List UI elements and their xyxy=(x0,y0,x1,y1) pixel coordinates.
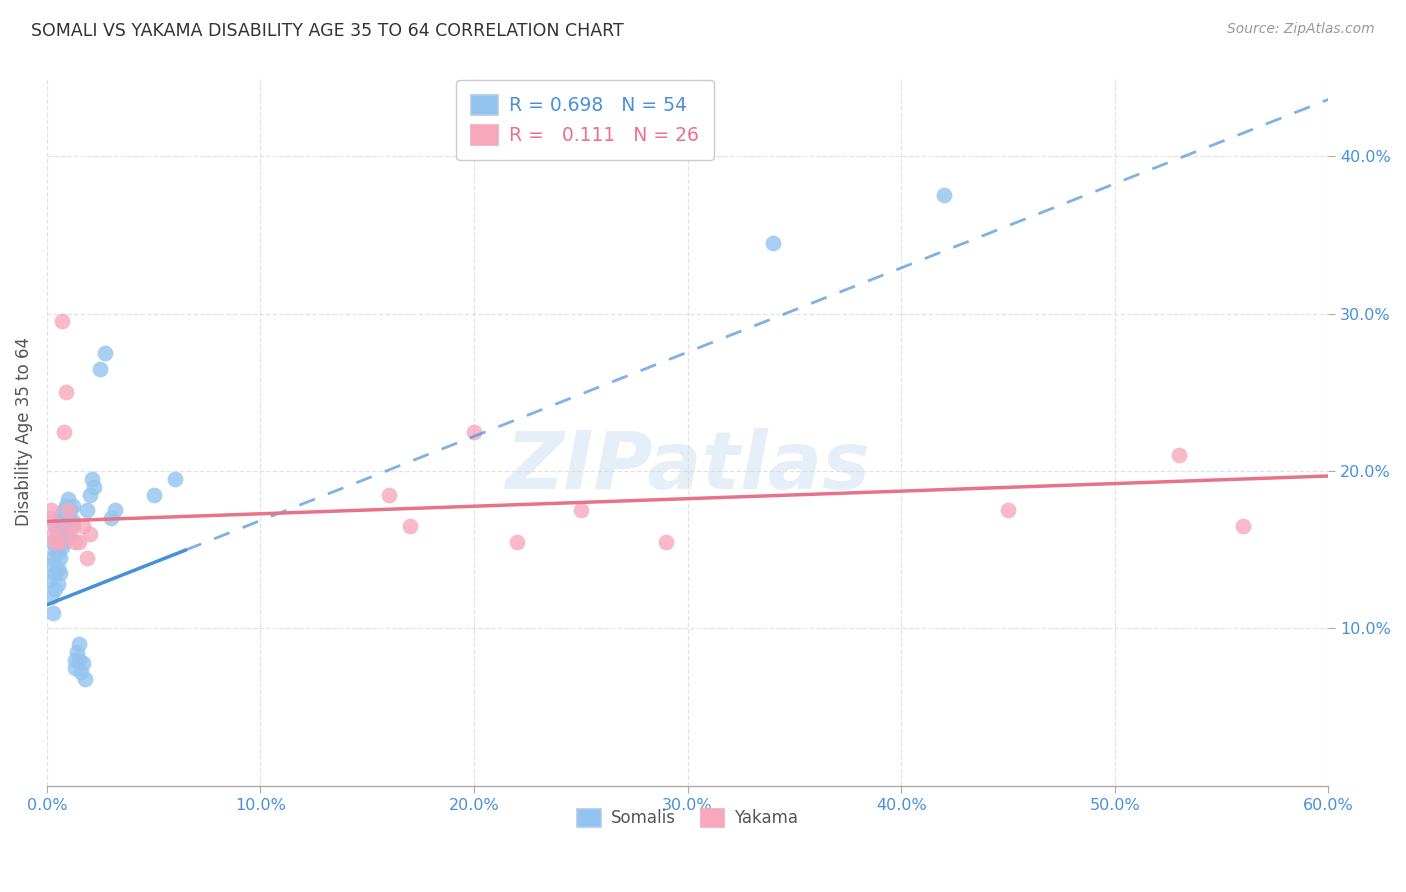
Point xyxy=(80,472,103,486)
Point xyxy=(79,527,101,541)
Point xyxy=(762,235,785,250)
Point xyxy=(62,514,84,528)
Point xyxy=(1232,519,1254,533)
Point xyxy=(70,665,93,680)
Point xyxy=(51,524,73,538)
Point xyxy=(76,503,98,517)
Point xyxy=(62,519,84,533)
Point xyxy=(72,656,94,670)
Point xyxy=(44,566,66,581)
Point xyxy=(655,534,678,549)
Text: SOMALI VS YAKAMA DISABILITY AGE 35 TO 64 CORRELATION CHART: SOMALI VS YAKAMA DISABILITY AGE 35 TO 64… xyxy=(31,22,624,40)
Point xyxy=(72,519,94,533)
Point xyxy=(44,542,66,557)
Point xyxy=(59,519,82,533)
Point xyxy=(67,653,90,667)
Point xyxy=(48,566,70,581)
Point xyxy=(83,480,105,494)
Point xyxy=(463,425,485,439)
Point xyxy=(104,503,127,517)
Point xyxy=(48,530,70,544)
Point xyxy=(44,534,66,549)
Point xyxy=(66,645,89,659)
Text: ZIPatlas: ZIPatlas xyxy=(505,428,870,506)
Point xyxy=(58,508,80,522)
Text: Source: ZipAtlas.com: Source: ZipAtlas.com xyxy=(1227,22,1375,37)
Point xyxy=(55,385,77,400)
Point xyxy=(62,499,84,513)
Point xyxy=(79,487,101,501)
Point xyxy=(506,534,529,549)
Point xyxy=(39,558,62,573)
Point xyxy=(569,503,592,517)
Point xyxy=(399,519,422,533)
Point xyxy=(53,519,76,533)
Point xyxy=(67,534,90,549)
Point xyxy=(63,653,86,667)
Point xyxy=(44,582,66,596)
Point xyxy=(51,540,73,554)
Point xyxy=(76,550,98,565)
Point xyxy=(46,561,69,575)
Point xyxy=(58,492,80,507)
Point xyxy=(42,534,65,549)
Y-axis label: Disability Age 35 to 64: Disability Age 35 to 64 xyxy=(15,337,32,526)
Point xyxy=(63,534,86,549)
Point xyxy=(163,472,186,486)
Point xyxy=(93,346,115,360)
Point xyxy=(58,527,80,541)
Point xyxy=(46,519,69,533)
Point xyxy=(55,514,77,528)
Point xyxy=(59,527,82,541)
Point xyxy=(39,590,62,604)
Point xyxy=(142,487,165,501)
Legend: Somalis, Yakama: Somalis, Yakama xyxy=(571,802,804,834)
Point xyxy=(46,527,69,541)
Point xyxy=(51,508,73,522)
Point xyxy=(58,503,80,517)
Point xyxy=(100,511,122,525)
Point xyxy=(53,503,76,517)
Point xyxy=(63,661,86,675)
Point xyxy=(46,577,69,591)
Point xyxy=(51,314,73,328)
Point xyxy=(48,514,70,528)
Point xyxy=(42,606,65,620)
Point xyxy=(42,550,65,565)
Point xyxy=(89,361,111,376)
Point xyxy=(39,503,62,517)
Point xyxy=(44,519,66,533)
Point xyxy=(48,550,70,565)
Point xyxy=(67,637,90,651)
Point xyxy=(46,534,69,549)
Point xyxy=(46,546,69,560)
Point xyxy=(59,503,82,517)
Point xyxy=(75,672,97,686)
Point xyxy=(1167,448,1189,462)
Point xyxy=(53,425,76,439)
Point xyxy=(997,503,1019,517)
Point xyxy=(42,527,65,541)
Point xyxy=(48,534,70,549)
Point xyxy=(53,534,76,549)
Point xyxy=(55,499,77,513)
Point xyxy=(932,188,955,202)
Point xyxy=(377,487,399,501)
Point xyxy=(38,511,60,525)
Point xyxy=(38,574,60,589)
